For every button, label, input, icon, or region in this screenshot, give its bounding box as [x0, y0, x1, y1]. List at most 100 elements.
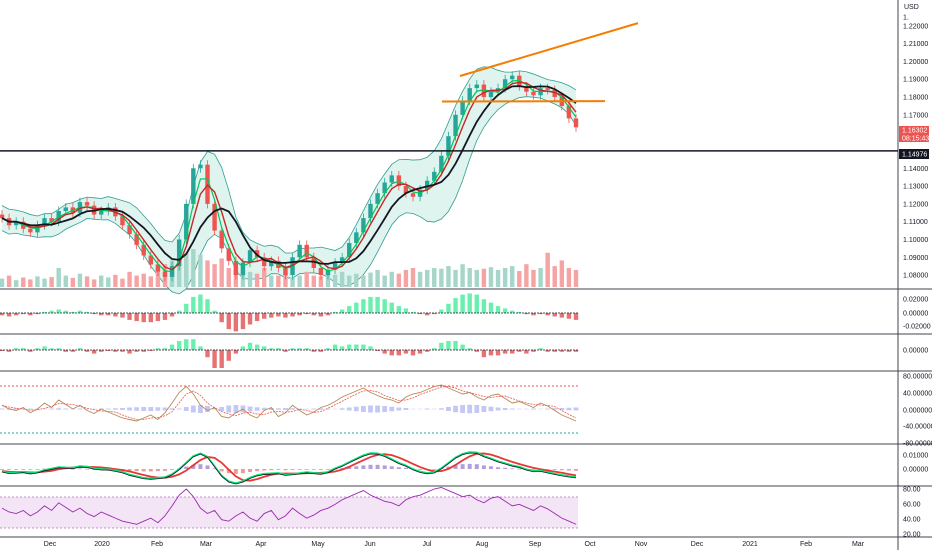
candle [162, 267, 168, 282]
candle-body [474, 84, 479, 89]
candle [488, 87, 494, 102]
stochastic-volume-bar [368, 405, 373, 413]
candle [127, 220, 132, 239]
candle-body [488, 91, 494, 98]
oscillator-2-bar [524, 350, 529, 354]
trendline-upper[interactable] [459, 22, 639, 77]
macd-bar [510, 310, 515, 313]
time-tick-label: Oct [585, 541, 596, 548]
volume-bar [368, 272, 373, 287]
stochastic-volume-bar [375, 405, 380, 413]
candle-body [403, 186, 409, 194]
stochastic-volume-bar [389, 406, 395, 412]
volume-bar [0, 278, 5, 287]
oscillator-2-bar [169, 344, 175, 350]
ppo-bar [559, 469, 564, 471]
stochastic-volume-bar [198, 405, 203, 413]
oscillator-2-bar [354, 344, 359, 350]
stochastic-volume-bar [13, 408, 19, 410]
candle-body [13, 221, 19, 226]
time-tick-label: 2021 [742, 541, 758, 548]
stochastic-volume-bar [162, 407, 168, 411]
stochastic-volume-bar [233, 405, 239, 413]
ppo-bar [467, 463, 472, 469]
macd-bar [545, 313, 550, 316]
stochastic-volume-bar [325, 408, 331, 410]
stochastic-volume-bar [290, 408, 295, 410]
macd-bar [134, 313, 139, 322]
ppo-bar [566, 469, 571, 471]
candle-body [0, 214, 5, 219]
oscillator-2-bar [49, 348, 54, 350]
stochastic-volume-bar [453, 405, 458, 413]
oscillator-2-bar [70, 350, 76, 352]
oscillator-2-bar [127, 350, 132, 354]
stochastic-volume-bar [424, 408, 430, 410]
candle [566, 101, 572, 123]
stochastic-volume-bar [148, 407, 154, 411]
ppo-line [1, 451, 577, 484]
stochastic-volume-bar [304, 408, 310, 410]
volume-bar [410, 268, 416, 287]
oscillator-2-bar [545, 350, 550, 352]
volume-bar [106, 277, 111, 287]
macd-bar [325, 313, 331, 316]
stochastic-volume-bar [311, 408, 317, 410]
macd-bar [332, 311, 338, 313]
candle-body [176, 239, 182, 267]
oscillator-2-bar [212, 350, 217, 368]
macd-bar [432, 313, 437, 315]
candle-body [531, 91, 536, 96]
candle [84, 197, 90, 211]
candle [219, 226, 224, 253]
volume-bar [325, 273, 331, 287]
volume-bar [84, 276, 90, 287]
stochastic-volume-bar [127, 407, 132, 411]
stochastic-volume-bar [460, 405, 466, 413]
macd-bar [290, 313, 295, 317]
stochastic-volume-bar [361, 406, 366, 412]
oscillator-2-bar [42, 346, 47, 350]
stochastic-volume-bar [297, 408, 303, 410]
macd-bar [524, 313, 529, 315]
ppo-bar [262, 469, 267, 471]
oscillator-2-bar [389, 350, 394, 356]
candle-body [481, 84, 487, 98]
candle-body [439, 155, 444, 172]
time-tick-label: Feb [151, 541, 163, 548]
macd-bar [91, 313, 97, 315]
oscillator-2-bar [28, 350, 33, 352]
stochastic-volume-bar [502, 408, 508, 410]
stochastic-volume-bar [552, 408, 558, 410]
stochastic-lines [0, 384, 579, 422]
candle-body [325, 269, 331, 276]
macd-bar [205, 299, 210, 313]
stochastic-volume-bar [332, 408, 338, 410]
price-tick-label: 1.13000 [903, 184, 928, 191]
candle-body [460, 100, 465, 115]
ppo-bar [77, 468, 82, 470]
candlesticks[interactable] [0, 71, 579, 282]
volume-bar [63, 275, 68, 287]
oscillator-2-bar [120, 350, 125, 352]
volume-bar [446, 266, 451, 287]
oscillator-2-bar [368, 346, 373, 350]
ppo-bar [418, 469, 423, 470]
oscillator-2-bar [417, 350, 423, 354]
candle-body [368, 203, 373, 219]
candle-body [49, 218, 54, 222]
volume-bar [254, 273, 260, 287]
volume-bar [113, 274, 118, 287]
macd-bar [375, 296, 380, 313]
price-tick-label: 1. [903, 15, 909, 22]
price-tick-label: 1.20000 [903, 59, 928, 66]
stochastic-volume-bar [509, 408, 515, 410]
stochastic-volume-bar [283, 408, 288, 410]
volume-bar [375, 269, 380, 287]
stochastic-volume-bar [516, 408, 522, 410]
macd-bar [297, 313, 302, 316]
stochastic-k-line [1, 384, 577, 422]
ppo-bar [191, 464, 196, 469]
ppo-bar [269, 469, 274, 471]
